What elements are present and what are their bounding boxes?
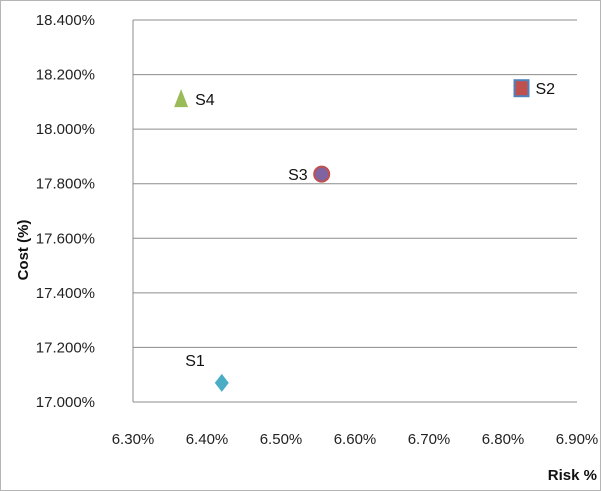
- y-axis-title: Cost (%): [15, 220, 32, 281]
- point-label: S4: [195, 92, 215, 109]
- x-tick-label: 6.70%: [408, 431, 451, 448]
- y-tick-label: 17.400%: [36, 285, 95, 302]
- y-tick-label: 17.800%: [36, 176, 95, 193]
- y-tick-label: 18.000%: [36, 121, 95, 138]
- x-tick-label: 6.90%: [556, 431, 599, 448]
- y-tick-label: 17.600%: [36, 230, 95, 247]
- point-marker: [313, 165, 331, 183]
- y-tick-label: 18.200%: [36, 67, 95, 84]
- x-axis-title: Risk %: [548, 467, 597, 484]
- y-tick-label: 18.400%: [36, 12, 95, 29]
- y-tick-label: 17.000%: [36, 394, 95, 411]
- x-tick-label: 6.40%: [186, 431, 229, 448]
- y-tick-label: 17.200%: [36, 339, 95, 356]
- x-tick-label: 6.50%: [260, 431, 303, 448]
- point-label: S1: [185, 353, 205, 370]
- point-label: S3: [288, 167, 308, 184]
- grid-lines: [132, 19, 577, 403]
- x-axis-ticks: 6.30% 6.40% 6.50% 6.60% 6.70% 6.80% 6.90%: [112, 431, 599, 448]
- x-tick-label: 6.30%: [112, 431, 155, 448]
- point-marker: [214, 373, 229, 392]
- data-points: S1 S2 S3 S4: [174, 79, 556, 392]
- point-label: S2: [536, 81, 556, 98]
- y-axis-ticks: 17.000% 17.200% 17.400% 17.600% 17.800% 18.00…: [36, 12, 95, 411]
- point-marker: [513, 79, 530, 98]
- point-marker: [174, 89, 189, 108]
- x-tick-label: 6.60%: [334, 431, 377, 448]
- x-tick-label: 6.80%: [482, 431, 525, 448]
